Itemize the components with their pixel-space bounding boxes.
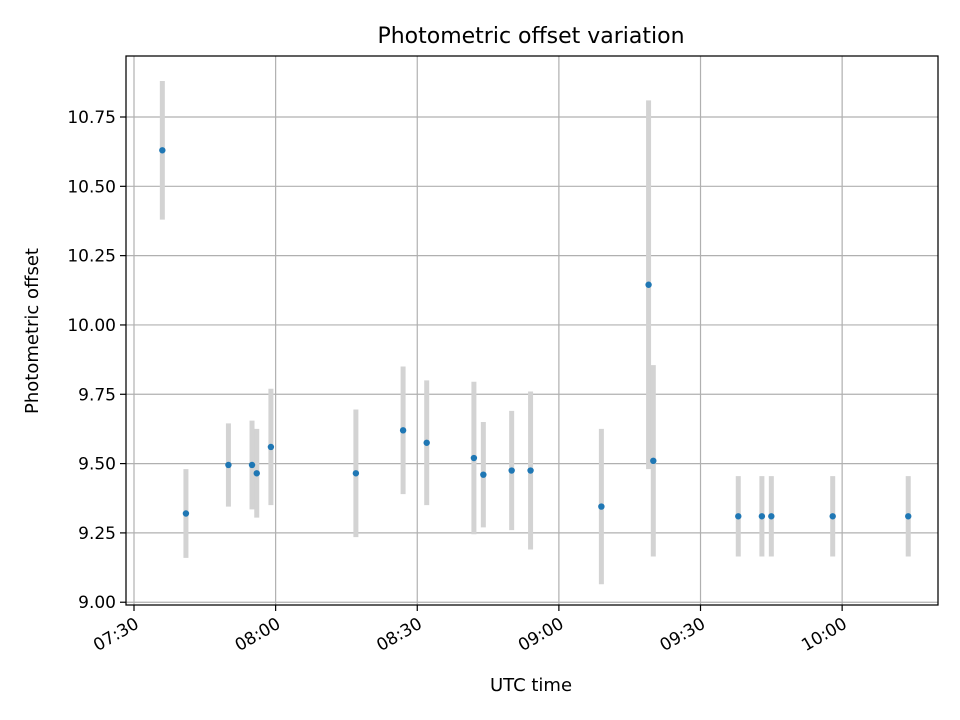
data-points [159,147,912,520]
data-point [735,513,742,520]
y-tick-label: 9.00 [78,593,116,613]
data-point [267,443,275,451]
data-point [248,461,256,469]
data-point [645,281,652,288]
data-point [159,147,166,154]
x-tick-label: 08:30 [373,614,425,656]
y-tick-label: 10.00 [67,316,116,336]
x-tick-label: 09:30 [657,614,709,656]
grid-lines [126,56,938,605]
x-tick-label: 07:30 [90,614,142,656]
data-point [253,470,260,477]
x-tick-label: 09:00 [515,614,567,656]
y-tick-label: 10.75 [67,108,116,128]
y-axis-label: Photometric offset [22,248,43,414]
data-point [225,461,232,469]
y-tick-label: 10.25 [67,247,116,267]
data-point [423,439,430,446]
error-bars [159,80,911,585]
data-point [905,513,912,520]
data-point [598,503,605,510]
data-point [508,467,515,474]
data-point [768,513,775,520]
data-point [399,427,407,434]
y-tick-label: 9.25 [78,524,116,544]
y-tick-label: 10.50 [67,177,116,197]
x-axis-label: UTC time [490,675,572,696]
x-tick-label: 10:00 [798,614,850,656]
plot-area-frame [125,55,939,606]
data-point [352,470,360,477]
chart-title: Photometric offset variation [377,24,684,49]
data-point [758,513,766,520]
x-tick-label: 08:00 [232,614,284,656]
y-tick-label: 9.75 [78,385,116,405]
data-point [480,471,487,478]
data-point [470,454,478,462]
y-tick-label: 9.50 [78,455,116,475]
data-point [182,510,190,517]
data-point [527,467,534,474]
data-point [829,513,836,520]
axis-ticks: 07:30 08:00 08:30 09:00 09:30 10:00 9.00 9.25 9.… [67,108,850,656]
data-point [650,457,657,465]
